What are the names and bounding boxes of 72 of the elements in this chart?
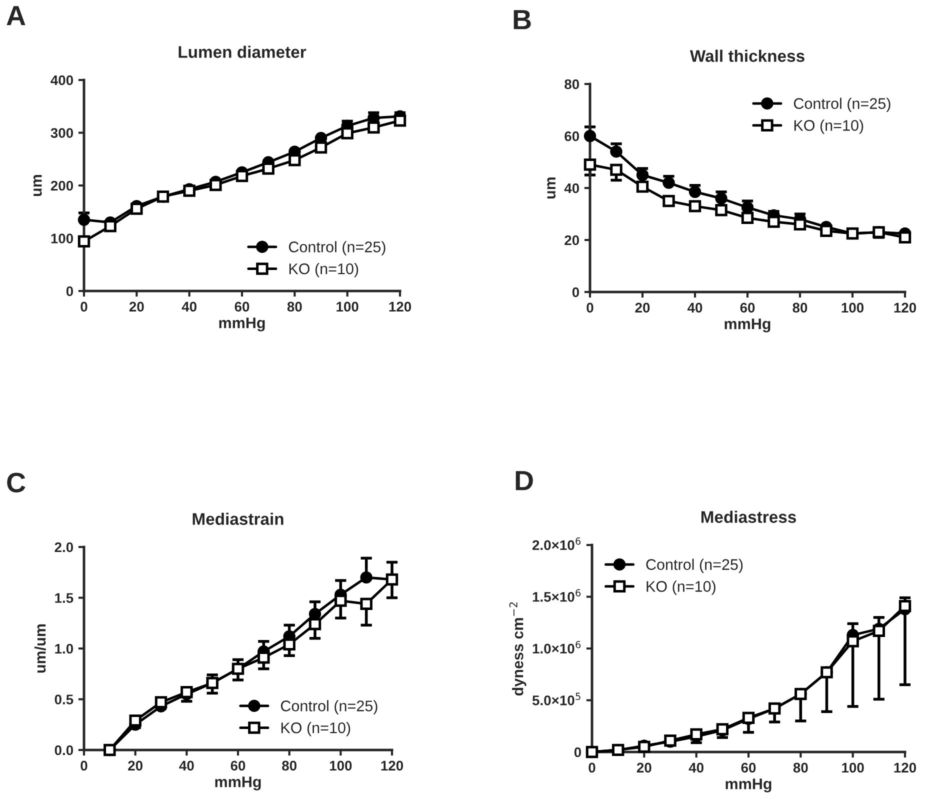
legend-label: Control (n=25): [794, 98, 890, 112]
x-tick-label: 0: [586, 302, 594, 313]
y-tick-label: 0: [574, 747, 582, 758]
x-axis-title: mmHg: [215, 776, 261, 790]
x-tick-label: 20: [635, 302, 650, 313]
x-tick-label: 120: [894, 762, 916, 773]
y-tick-label: 40: [564, 183, 580, 194]
x-tick-label: 40: [179, 760, 194, 771]
y-tick-label: 20: [564, 235, 580, 246]
text: C: [7, 472, 26, 492]
y-tick-label: 0.0: [54, 745, 74, 756]
legend-label: KO (n=10): [281, 722, 350, 736]
x-tick-label: 80: [287, 302, 302, 312]
x-tick-label: 100: [842, 762, 864, 773]
x-tick-label: 100: [842, 302, 864, 313]
text: B: [514, 10, 531, 30]
x-tick-label: 60: [234, 302, 250, 312]
y-tick-label: 1.5×10$^{6}$: [532, 589, 581, 602]
y-tick-label: 0: [572, 287, 580, 298]
y-tick-label: 80: [564, 79, 580, 90]
y-tick-label: 2.0: [54, 542, 74, 552]
y-axis-title: um: [33, 174, 42, 196]
y-tick-label: 200: [50, 180, 74, 191]
y-tick-label: 1.0×10$^{6}$: [532, 640, 581, 654]
x-tick-label: 40: [687, 302, 702, 313]
y-tick-label: 60: [564, 131, 580, 142]
y-tick-label: 1.5: [55, 593, 74, 603]
legend-label: KO (n=10): [794, 120, 864, 134]
x-axis-title: mmHg: [726, 778, 772, 792]
chart-title: Mediastrain: [192, 512, 284, 525]
x-tick-label: 0: [80, 760, 88, 771]
y-axis-title: um: [547, 177, 556, 199]
x-tick-label: 100: [330, 760, 352, 771]
x-axis-title: mmHg: [219, 318, 265, 332]
x-tick-label: 20: [636, 762, 652, 773]
y-tick-label: 0: [66, 286, 74, 296]
x-tick-label: 120: [894, 302, 916, 313]
text: D: [516, 471, 533, 490]
y-tick-label: 300: [50, 128, 74, 138]
x-tick-label: 60: [230, 760, 246, 771]
legend-label: KO (n=10): [646, 580, 716, 595]
y-tick-label: 2.0×10$^{6}$: [532, 537, 581, 550]
x-tick-label: 80: [792, 302, 808, 313]
chart-title: Wall thickness: [690, 50, 804, 62]
x-tick-label: 40: [182, 302, 196, 312]
y-tick-label: 5.0×10$^{5}$: [532, 692, 580, 706]
legend-label: Control (n=25): [288, 241, 386, 256]
text: A: [6, 6, 26, 26]
x-tick-label: 40: [688, 762, 704, 773]
x-tick-label: 80: [282, 760, 296, 771]
x-tick-label: 120: [381, 760, 404, 771]
y-axis-title: dyness cm$^{−2}$: [509, 602, 526, 696]
x-tick-label: 120: [389, 302, 412, 312]
legend-label: KO (n=10): [289, 263, 358, 278]
y-tick-label: 100: [51, 234, 74, 244]
x-tick-label: 100: [336, 302, 358, 312]
y-tick-label: 0.5: [54, 694, 74, 704]
chart-title: Lumen diameter: [178, 46, 306, 58]
x-tick-label: 20: [128, 760, 142, 771]
x-tick-label: 0: [80, 302, 88, 312]
x-tick-label: 0: [588, 762, 596, 773]
legend-label: Control (n=25): [646, 558, 743, 573]
x-tick-label: 80: [793, 762, 808, 773]
y-tick-label: 400: [50, 75, 74, 86]
x-axis-title: mmHg: [724, 318, 770, 332]
y-tick-label: 1.0: [55, 644, 74, 654]
x-tick-label: 20: [129, 302, 144, 312]
x-tick-label: 60: [740, 302, 755, 313]
legend-label: Control (n=25): [280, 700, 378, 714]
chart-title: Mediastress: [701, 510, 796, 523]
x-tick-label: 60: [741, 762, 756, 773]
y-axis-title: um/um: [34, 624, 46, 673]
